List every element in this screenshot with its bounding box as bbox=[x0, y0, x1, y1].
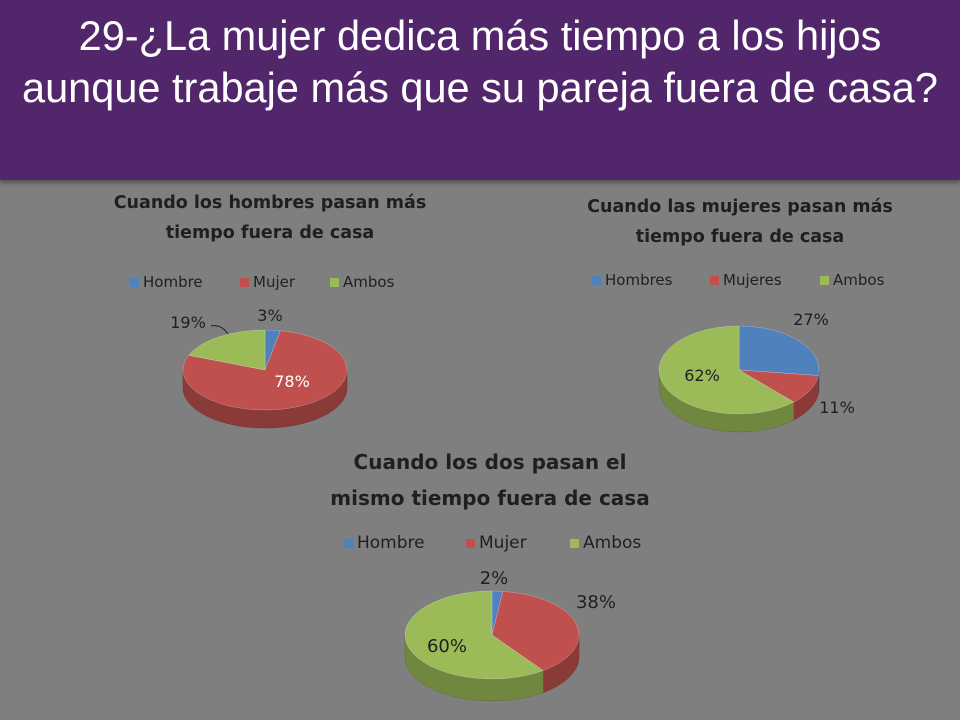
chart-title-line: Cuando los dos pasan el bbox=[354, 450, 627, 474]
pie-slice bbox=[738, 325, 820, 376]
legend-swatch bbox=[330, 278, 339, 287]
chart-title-line: tiempo fuera de casa bbox=[166, 223, 374, 243]
data-label: 19% bbox=[170, 313, 206, 332]
legend-label: Hombre bbox=[143, 273, 203, 291]
pie-chart-svg: Cuando los dos pasan el mismo tiempo fuer… bbox=[330, 450, 650, 702]
slide-title: 29-¿La mujer dedica más tiempo a los hij… bbox=[22, 12, 938, 111]
pie-slice bbox=[404, 590, 544, 680]
legend-swatch bbox=[570, 539, 579, 548]
data-label: 60% bbox=[427, 636, 467, 657]
data-label: 27% bbox=[793, 310, 829, 329]
chart-title-line: mismo tiempo fuera de casa bbox=[330, 486, 649, 510]
chart-both-away: Cuando los dos pasan el mismo tiempo fuer… bbox=[280, 445, 700, 715]
legend-label: Ambos bbox=[343, 273, 395, 291]
leader-line bbox=[210, 325, 229, 335]
pie-slice bbox=[182, 330, 348, 411]
pie-chart-svg: Cuando los hombres pasan más tiempo fuera… bbox=[114, 193, 427, 429]
legend-label: Ambos bbox=[833, 271, 885, 289]
legend-swatch bbox=[344, 539, 353, 548]
chart-men-away: Cuando los hombres pasan más tiempo fuera… bbox=[60, 190, 480, 440]
legend-swatch bbox=[820, 276, 829, 285]
chart-title-line: Cuando los hombres pasan más bbox=[114, 193, 427, 213]
legend-label: Ambos bbox=[583, 533, 641, 553]
legend-label: Mujer bbox=[253, 273, 296, 291]
chart-women-away: Cuando las mujeres pasan más tiempo fuera… bbox=[530, 190, 950, 440]
chart-title-line: Cuando las mujeres pasan más bbox=[587, 197, 893, 217]
pie-slice bbox=[658, 325, 795, 415]
slide-header: 29-¿La mujer dedica más tiempo a los hij… bbox=[0, 0, 960, 180]
legend-swatch bbox=[592, 276, 601, 285]
pie-chart-svg: Cuando las mujeres pasan más tiempo fuera… bbox=[587, 197, 893, 433]
data-label: 11% bbox=[819, 398, 855, 417]
legend-label: Mujer bbox=[479, 533, 527, 553]
pie-slice bbox=[188, 329, 266, 371]
pie-slice bbox=[491, 591, 580, 671]
data-label: 2% bbox=[480, 568, 509, 589]
data-label: 62% bbox=[684, 366, 720, 385]
data-label: 78% bbox=[274, 372, 310, 391]
legend-swatch bbox=[710, 276, 719, 285]
legend-label: Hombres bbox=[605, 271, 673, 289]
data-label: 38% bbox=[576, 592, 616, 613]
legend-swatch bbox=[240, 278, 249, 287]
chart-title-line: tiempo fuera de casa bbox=[636, 227, 844, 247]
legend-label: Hombre bbox=[357, 533, 425, 553]
legend-swatch bbox=[130, 278, 139, 287]
legend-label: Mujeres bbox=[723, 271, 782, 289]
data-label: 3% bbox=[257, 306, 282, 325]
legend-swatch bbox=[466, 539, 475, 548]
